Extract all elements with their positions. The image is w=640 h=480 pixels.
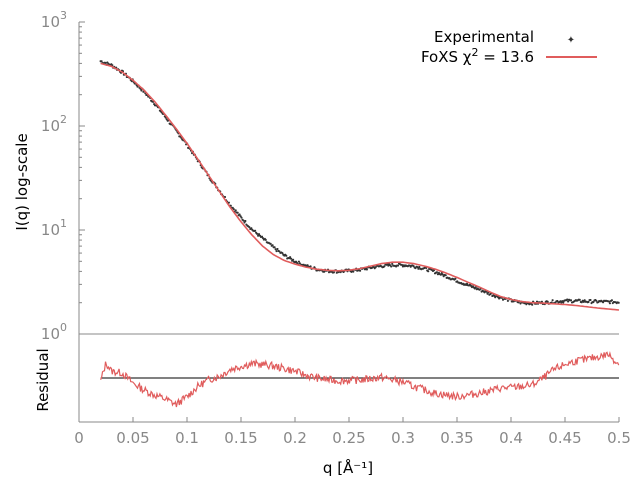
residual-panel: 0 0.05 0.1 0.15 0.2 0.25 0.3 0.35 0.4 0.45 0.5 bbox=[74, 334, 631, 447]
series-residual-line bbox=[100, 351, 620, 408]
x-tick-label: 0.2 bbox=[283, 429, 307, 447]
x-tick-label: 0.15 bbox=[224, 429, 257, 447]
main-y-tick-label: 101 bbox=[41, 217, 67, 239]
x-tick-label: 0 bbox=[74, 429, 84, 447]
x-tick-label: 0.05 bbox=[116, 429, 149, 447]
x-tick-label: 0.3 bbox=[391, 429, 415, 447]
x-tick-label: 0.5 bbox=[607, 429, 631, 447]
main-y-tick-label: 102 bbox=[41, 113, 67, 135]
legend-label-foxs: FoXS χ2 = 13.6 bbox=[421, 46, 534, 66]
x-tick-label: 0.45 bbox=[548, 429, 581, 447]
x-tick-label: 0.1 bbox=[175, 429, 199, 447]
x-tick-label: 0.25 bbox=[332, 429, 365, 447]
legend-marker-experimental: ✦ bbox=[567, 35, 575, 46]
residual-y-axis-label: Residual bbox=[34, 348, 52, 411]
main-y-tick-label: 103 bbox=[41, 9, 67, 31]
main-y-tick-label: 100 bbox=[41, 321, 67, 343]
legend-label-experimental: Experimental bbox=[434, 28, 534, 46]
x-tick-label: 0.35 bbox=[440, 429, 473, 447]
main-y-axis-label: I(q) log-scale bbox=[13, 133, 31, 230]
legend: Experimental ✦ FoXS χ2 = 13.6 bbox=[421, 28, 597, 66]
series-foxs-line bbox=[100, 62, 620, 311]
x-axis-label: q [Å⁻¹] bbox=[323, 458, 373, 477]
x-tick-label: 0.4 bbox=[499, 429, 523, 447]
intensity-panel: 100 101 102 103 bbox=[41, 9, 620, 343]
